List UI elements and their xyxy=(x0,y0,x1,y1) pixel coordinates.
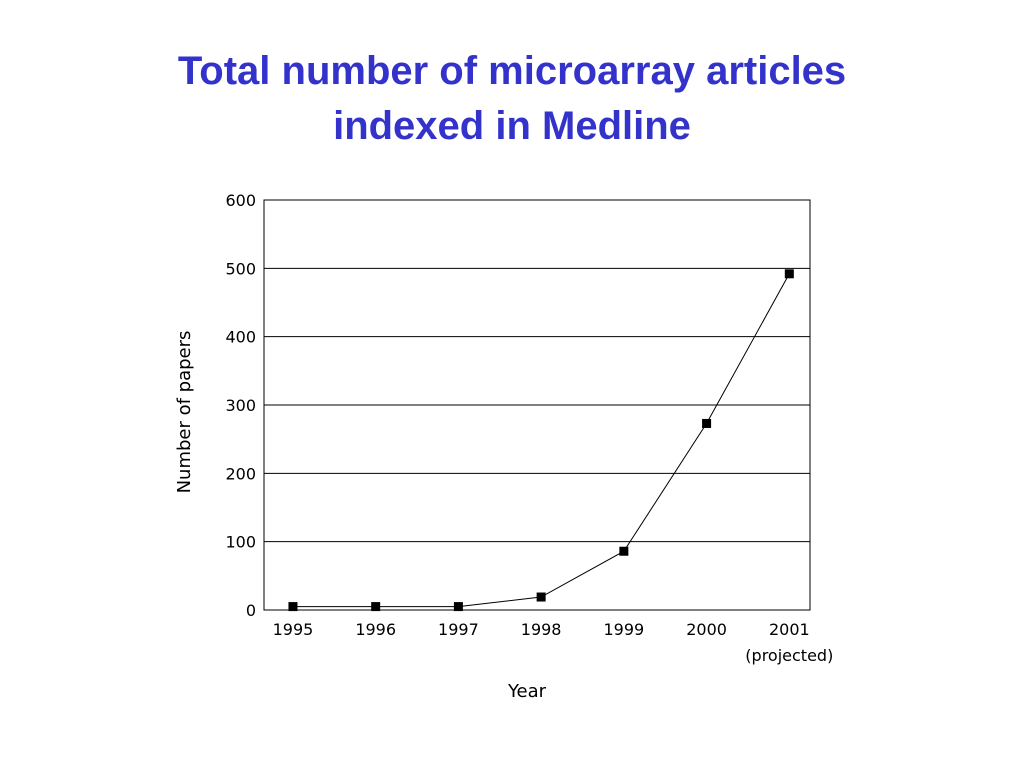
x-tick-label: 1996 xyxy=(355,620,396,639)
series-line xyxy=(293,273,790,608)
data-point-1999 xyxy=(619,546,629,556)
x-tick-label: 2000 xyxy=(686,620,727,639)
x-tick-label: 1995 xyxy=(273,620,314,639)
x-axis-tick-labels: 1995 1996 1997 1998 1999 2000 2001 (projected) xyxy=(273,620,834,665)
data-point-1997 xyxy=(453,602,463,612)
x-tick-label: 2001 xyxy=(769,620,810,639)
slide-title-line-1: Total number of microarray articles xyxy=(177,49,847,93)
y-tick-label: 500 xyxy=(225,259,256,278)
slide-title-line-2: indexed in Medline xyxy=(333,104,691,148)
x-tick-sublabel: (projected) xyxy=(745,646,833,665)
slide-title: Total number of microarray articles inde… xyxy=(0,44,1024,154)
y-tick-label: 400 xyxy=(225,328,256,347)
data-point-2001 xyxy=(784,269,794,279)
y-tick-label: 600 xyxy=(225,191,256,210)
x-tick-label: 1998 xyxy=(521,620,562,639)
x-axis-label: Year xyxy=(507,681,547,702)
y-tick-label: 0 xyxy=(246,601,256,620)
data-point-1996 xyxy=(371,602,381,612)
data-point-2000 xyxy=(702,418,712,428)
data-point-1995 xyxy=(288,602,298,612)
y-tick-label: 200 xyxy=(225,464,256,483)
y-axis-label: Number of papers xyxy=(174,331,195,494)
x-tick-label: 1997 xyxy=(438,620,479,639)
y-tick-label: 100 xyxy=(225,533,256,552)
x-tick-label: 1999 xyxy=(604,620,645,639)
series-group xyxy=(288,269,794,612)
y-axis-tick-labels: 0 100 200 300 400 500 600 xyxy=(225,191,256,620)
data-point-1998 xyxy=(536,592,546,602)
y-tick-label: 300 xyxy=(225,396,256,415)
gridlines xyxy=(264,267,810,543)
